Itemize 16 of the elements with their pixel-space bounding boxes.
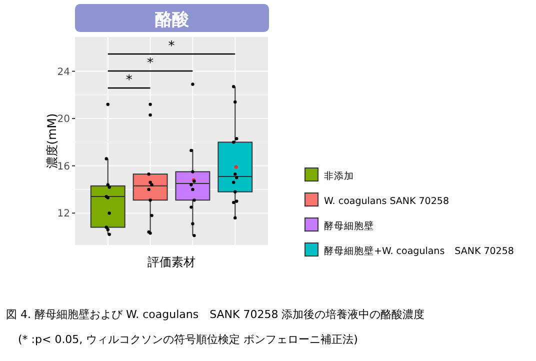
- y-tick-label: 20: [57, 114, 70, 126]
- chart-title: 酪酸: [155, 10, 190, 30]
- legend-label: W. coagulans SANK 70258: [324, 196, 449, 207]
- annotation: *: [168, 39, 176, 54]
- legend-label: 酵母細胞壁: [324, 220, 374, 232]
- y-tick-label: 16: [57, 161, 70, 172]
- y-axis-title: 濃度(mM): [45, 113, 59, 169]
- y-tick-label: 12: [57, 208, 70, 220]
- text: (* :p< 0.05, ウィルコクソンの符号順位検定 ボンフェローニ補正法): [18, 333, 358, 346]
- y-tick-label: 24: [57, 66, 70, 78]
- caption: 図 4. 酵母細胞壁および W. coagulans SANK 70258 添加後の培養液中の酪酸濃度: [6, 308, 425, 321]
- legend-label: 非添加: [324, 170, 354, 182]
- legend-label: 酵母細胞壁+W. coagulans SANK 70258: [324, 245, 514, 257]
- x-axis-title: 評価素材: [148, 255, 196, 269]
- annotation: *: [147, 56, 154, 71]
- annotation: *: [126, 73, 133, 88]
